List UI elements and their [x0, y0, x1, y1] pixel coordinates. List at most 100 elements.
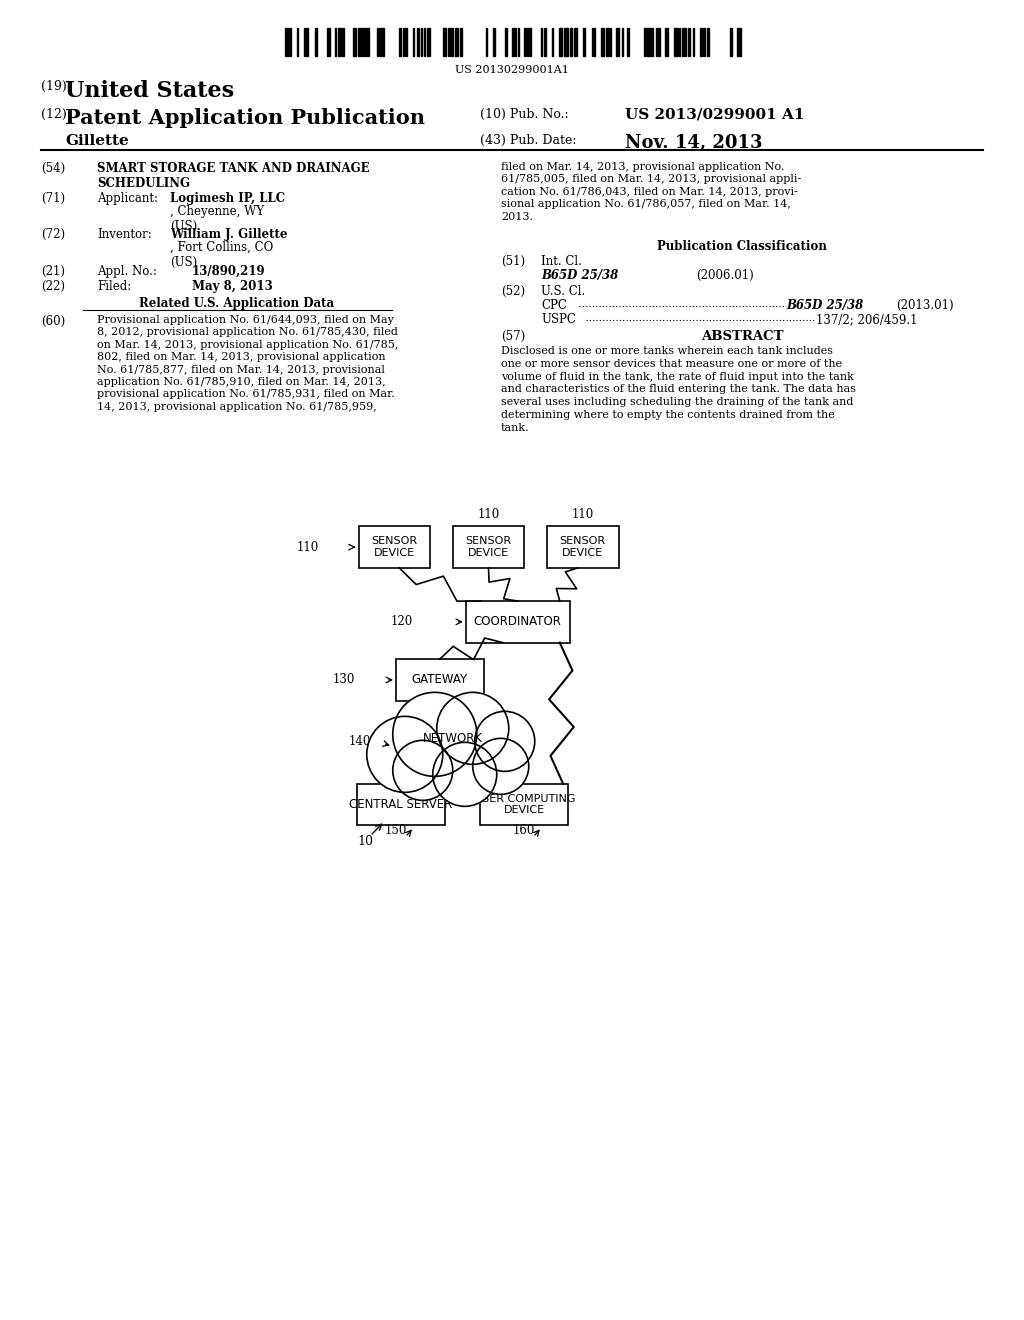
Bar	[424, 28, 425, 55]
Bar	[610, 28, 611, 55]
Bar	[601, 28, 604, 55]
Bar	[304, 28, 307, 55]
Text: (22): (22)	[41, 280, 65, 293]
Text: COORDINATOR: COORDINATOR	[474, 615, 562, 628]
Bar	[647, 28, 651, 55]
FancyBboxPatch shape	[453, 527, 524, 568]
Text: CENTRAL SERVER: CENTRAL SERVER	[349, 799, 453, 810]
Text: Inventor:: Inventor:	[97, 228, 152, 242]
Bar	[606, 28, 608, 55]
Text: 130: 130	[333, 673, 354, 686]
Bar	[688, 28, 690, 55]
Bar	[737, 28, 740, 55]
FancyBboxPatch shape	[357, 784, 444, 825]
Text: (60): (60)	[41, 315, 66, 327]
Text: CPC: CPC	[541, 300, 567, 312]
Text: (71): (71)	[41, 191, 66, 205]
Bar	[365, 28, 367, 55]
Text: (19): (19)	[41, 81, 67, 92]
Circle shape	[473, 738, 528, 795]
Polygon shape	[385, 718, 521, 779]
Bar	[564, 28, 567, 55]
Bar	[427, 28, 430, 55]
Text: SMART STORAGE TANK AND DRAINAGE
SCHEDULING: SMART STORAGE TANK AND DRAINAGE SCHEDULI…	[97, 162, 370, 190]
Bar	[573, 28, 578, 55]
Bar	[512, 28, 514, 55]
Text: GATEWAY: GATEWAY	[412, 673, 468, 686]
Bar	[338, 28, 341, 55]
Bar	[622, 28, 624, 55]
FancyBboxPatch shape	[466, 601, 569, 643]
Text: (43) Pub. Date:: (43) Pub. Date:	[480, 135, 577, 147]
Text: Publication Classification: Publication Classification	[657, 240, 827, 253]
Text: Nov. 14, 2013: Nov. 14, 2013	[625, 135, 763, 152]
Bar	[493, 28, 496, 55]
Bar	[518, 28, 519, 55]
Bar	[682, 28, 684, 55]
Circle shape	[393, 741, 453, 800]
Text: (12): (12)	[41, 108, 67, 121]
Bar	[485, 28, 487, 55]
Text: Patent Application Publication: Patent Application Publication	[65, 108, 425, 128]
Text: Logimesh IP, LLC: Logimesh IP, LLC	[170, 191, 285, 205]
Bar	[417, 28, 419, 55]
Bar	[655, 28, 658, 55]
Bar	[314, 28, 316, 55]
Bar	[583, 28, 585, 55]
Bar	[559, 28, 561, 55]
Text: (2013.01): (2013.01)	[896, 300, 953, 312]
Bar	[381, 28, 384, 55]
Bar	[342, 28, 344, 55]
Text: (57): (57)	[501, 330, 525, 343]
Text: , Fort Collins, CO
(US): , Fort Collins, CO (US)	[170, 242, 273, 269]
Bar	[327, 28, 330, 55]
Circle shape	[433, 742, 497, 807]
Bar	[628, 28, 630, 55]
Bar	[505, 28, 507, 55]
Bar	[460, 28, 462, 55]
Bar	[644, 28, 646, 55]
Text: Provisional application No. 61/644,093, filed on May
8, 2012, provisional applic: Provisional application No. 61/644,093, …	[97, 315, 398, 412]
Bar	[685, 28, 686, 55]
Text: Applicant:: Applicant:	[97, 191, 158, 205]
Text: B65D 25/38: B65D 25/38	[541, 269, 618, 282]
Text: SENSOR
DEVICE: SENSOR DEVICE	[560, 536, 606, 558]
Bar	[285, 28, 289, 55]
Bar	[674, 28, 678, 55]
Bar	[455, 28, 458, 55]
Text: U.S. Cl.: U.S. Cl.	[541, 285, 586, 298]
Bar	[450, 28, 454, 55]
Text: (72): (72)	[41, 228, 66, 242]
Text: SENSOR
DEVICE: SENSOR DEVICE	[466, 536, 512, 558]
Circle shape	[367, 717, 442, 792]
Text: Filed:: Filed:	[97, 280, 131, 293]
Text: William J. Gillette: William J. Gillette	[170, 228, 288, 242]
Text: SENSOR
DEVICE: SENSOR DEVICE	[371, 536, 418, 558]
Bar	[570, 28, 572, 55]
Bar	[703, 28, 706, 55]
Bar	[358, 28, 360, 55]
FancyBboxPatch shape	[358, 527, 430, 568]
Text: 110: 110	[297, 541, 319, 553]
Text: ABSTRACT: ABSTRACT	[700, 330, 783, 343]
Text: Disclosed is one or more tanks wherein each tank includes
one or more sensor dev: Disclosed is one or more tanks wherein e…	[501, 346, 856, 433]
Circle shape	[475, 711, 535, 771]
Bar	[666, 28, 668, 55]
Text: 13/890,219: 13/890,219	[193, 265, 265, 279]
Circle shape	[437, 693, 509, 764]
FancyBboxPatch shape	[480, 784, 568, 825]
Text: B65D 25/38: B65D 25/38	[786, 300, 863, 312]
Bar	[398, 28, 401, 55]
FancyBboxPatch shape	[396, 659, 483, 701]
Circle shape	[393, 693, 477, 776]
Text: 110: 110	[571, 508, 594, 521]
Text: (2006.01): (2006.01)	[696, 269, 754, 282]
Text: filed on Mar. 14, 2013, provisional application No.
61/785,005, filed on Mar. 14: filed on Mar. 14, 2013, provisional appl…	[501, 162, 801, 222]
Bar	[406, 28, 407, 55]
Text: 150: 150	[385, 824, 407, 837]
Text: United States: United States	[65, 81, 234, 102]
Text: (21): (21)	[41, 265, 65, 279]
Bar	[730, 28, 732, 55]
Text: Int. Cl.: Int. Cl.	[541, 255, 582, 268]
Bar	[592, 28, 595, 55]
